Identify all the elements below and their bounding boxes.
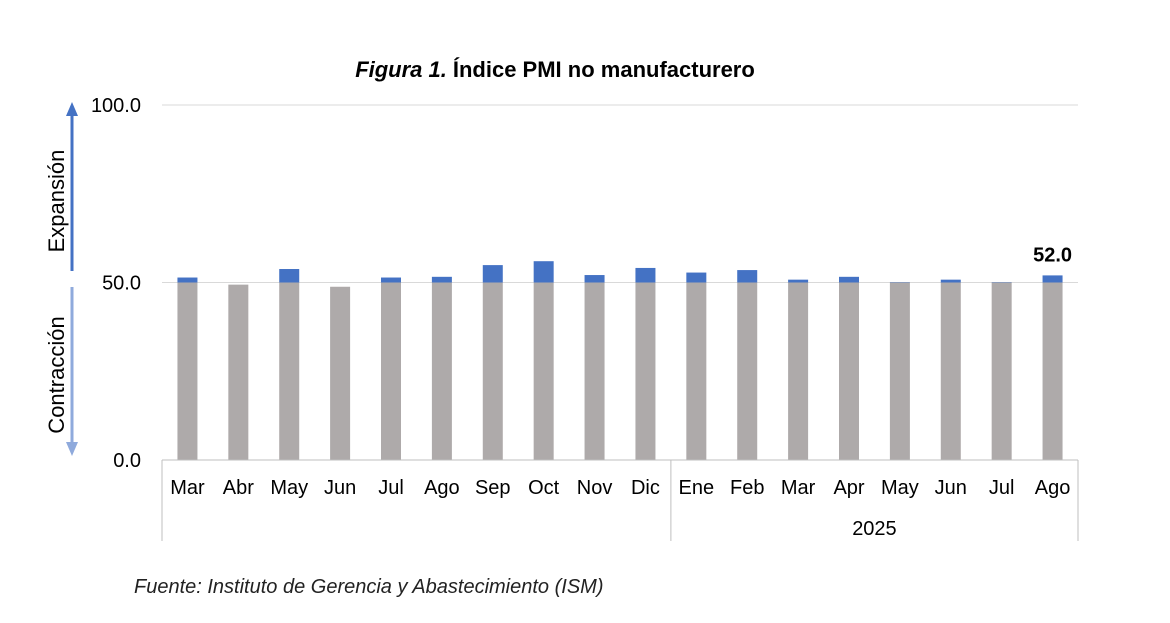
bar-base <box>584 282 605 460</box>
x-tick-label: Mar <box>170 477 205 499</box>
x-tick-label: Mar <box>781 477 816 499</box>
contraction-label: Contracción <box>44 316 69 433</box>
x-tick-label: May <box>881 477 919 499</box>
bar-base <box>431 282 452 460</box>
bar-base <box>839 282 859 460</box>
expansion-label: Expansión <box>44 150 69 253</box>
data-label: 52.0 <box>1033 244 1072 266</box>
bar-expansion <box>839 276 859 283</box>
bar-base <box>533 282 554 460</box>
chart-title-main: Índice PMI no manufacturero <box>453 57 755 82</box>
x-tick-label: Sep <box>475 477 511 499</box>
bar-base <box>686 282 707 460</box>
x-tick-label: Nov <box>577 477 613 499</box>
x-tick-label: Jun <box>324 477 356 499</box>
bar-base <box>177 282 198 460</box>
bars-layer <box>177 261 1063 460</box>
bar-expansion <box>940 279 961 283</box>
source-note: Fuente: Instituto de Gerencia y Abasteci… <box>134 576 604 598</box>
bar-base <box>279 282 300 460</box>
labels-layer: 0.0 50.0 100.0 Mar Abr May Jun Jul Ago Sep Oct Nov D… <box>44 95 1072 540</box>
bar-expansion <box>381 277 401 283</box>
bar-expansion <box>533 261 554 283</box>
grid-layer <box>162 104 1078 461</box>
x-tick-label: Ago <box>424 477 460 499</box>
contraction-arrow-head <box>66 442 78 456</box>
x-group-label: 2025 <box>852 518 897 540</box>
x-tick-label: Apr <box>833 477 864 499</box>
bar-expansion <box>584 275 605 283</box>
bar-base <box>991 282 1012 460</box>
y-tick-label: 50.0 <box>102 273 141 295</box>
bar-base <box>889 282 910 460</box>
bar-expansion <box>431 276 452 283</box>
bar-expansion <box>1042 275 1063 283</box>
x-tick-label: Jul <box>989 477 1015 499</box>
x-tick-label: Ene <box>679 477 715 499</box>
x-tick-label: Jun <box>935 477 967 499</box>
bar-base <box>788 282 809 460</box>
bar-base <box>635 282 656 460</box>
x-tick-label: Oct <box>528 477 560 499</box>
x-tick-label: Abr <box>223 477 254 499</box>
chart-title: Figura 1. Índice PMI no manufacturero <box>355 57 755 82</box>
x-tick-label: Ago <box>1035 477 1071 499</box>
bar-expansion <box>686 272 707 283</box>
chart-title-prefix: Figura 1. <box>355 57 447 82</box>
expansion-arrow-head <box>66 102 78 116</box>
x-tick-label: Jul <box>378 477 404 499</box>
y-tick-label: 100.0 <box>91 95 141 117</box>
x-tick-label: Feb <box>730 477 764 499</box>
bar-expansion <box>279 269 300 283</box>
x-tick-label: May <box>270 477 308 499</box>
y-tick-label: 0.0 <box>113 450 141 472</box>
bar-expansion <box>737 270 758 283</box>
bar-base <box>940 282 961 460</box>
axis-layer <box>66 102 1079 541</box>
bar-expansion <box>635 267 656 283</box>
bar-base <box>228 284 249 460</box>
bar-base <box>482 282 503 460</box>
bar-base <box>381 282 401 460</box>
x-tick-label: Dic <box>631 477 660 499</box>
bar-expansion <box>177 277 198 283</box>
bar-base <box>1042 282 1063 460</box>
bar-base <box>330 286 351 460</box>
bar-expansion <box>788 279 809 283</box>
bar-base <box>737 282 758 460</box>
bar-expansion <box>482 265 503 283</box>
